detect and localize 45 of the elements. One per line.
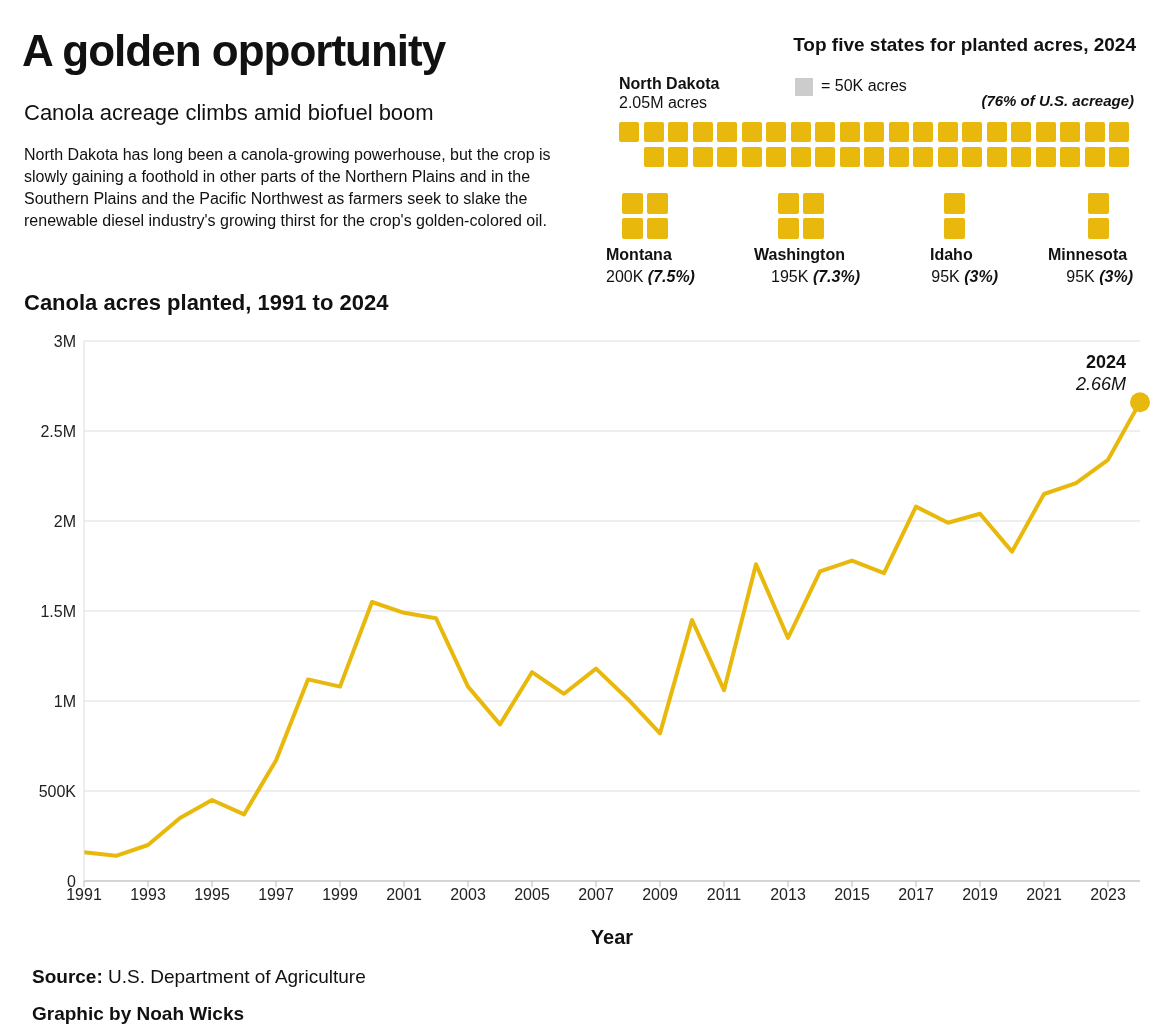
source-note: Source: U.S. Department of Agriculture: [32, 966, 366, 987]
text: = 50K acres: [821, 77, 907, 95]
x-tick-label: 2001: [386, 886, 422, 904]
x-tick-label: 2023: [1090, 886, 1126, 904]
y-tick-label: 1.5M: [40, 602, 76, 620]
x-tick-label: 2009: [642, 886, 678, 904]
data-label: 95K (3%): [1066, 268, 1133, 285]
y-tick-label: 2M: [53, 512, 76, 530]
category-label: North Dakota: [619, 74, 720, 93]
x-tick-label: 1997: [258, 886, 294, 904]
x-tick-label: 2021: [1026, 886, 1062, 904]
data-label: 2.05M acres: [619, 93, 709, 112]
x-tick-label: 1995: [194, 886, 230, 904]
text: North Dakota has long been a canola-growing powerhouse, but the crop is slowly gaining a foothold in other parts of the Northern Plains and in the Southern Plains and the Pacific Northwest as farmers seek to slake the renewable diesel industry's growing thirst for the crop's golden-colored oil.: [24, 145, 552, 231]
text: Top five states for planted acres, 2024: [793, 34, 1136, 56]
text: Canola acreage climbs amid biofuel boom: [24, 100, 434, 126]
category-label: Idaho: [930, 246, 973, 264]
y-tick-label: 1M: [53, 692, 76, 710]
y-tick-label: 500K: [38, 782, 77, 800]
x-tick-label: 2019: [962, 886, 998, 904]
x-tick-label: 2003: [450, 886, 486, 904]
annotation: 2.66M: [1074, 374, 1126, 395]
category-label: Washington: [754, 246, 845, 264]
data-label: 95K (3%): [931, 268, 998, 285]
data-label: 195K (7.3%): [771, 268, 860, 285]
category-label: Montana: [606, 246, 672, 264]
x-tick-label: 2015: [834, 886, 870, 904]
data-label: 200K (7.5%): [606, 268, 695, 285]
text: Graphic by Noah Wicks: [32, 1003, 245, 1025]
chart-title: Canola acres planted, 1991 to 2024: [24, 290, 389, 316]
y-tick-label: 3M: [53, 332, 76, 350]
text: A golden opportunity: [22, 26, 446, 76]
x-axis-title: Year: [590, 926, 634, 948]
text: (76% of U.S. acreage): [981, 92, 1134, 109]
y-tick-label: 2.5M: [40, 422, 76, 440]
x-tick-label: 1993: [130, 886, 166, 904]
x-tick-label: 2017: [898, 886, 934, 904]
x-tick-label: 1999: [322, 886, 358, 904]
category-label: Minnesota: [1048, 246, 1128, 264]
x-tick-label: 2011: [706, 886, 742, 904]
x-tick-label: 2005: [514, 886, 550, 904]
x-tick-label: 2013: [770, 886, 806, 904]
x-tick-label: 2007: [578, 886, 614, 904]
annotation: 2024: [1085, 352, 1126, 373]
x-tick-label: 1991: [66, 886, 102, 904]
